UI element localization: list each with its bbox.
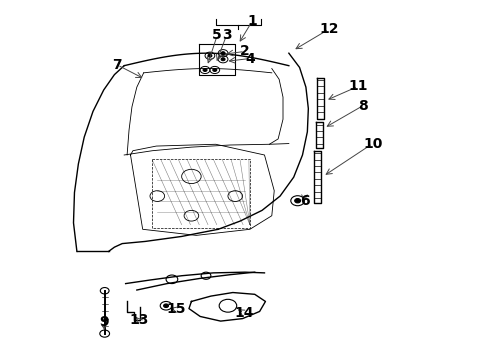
- Text: 2: 2: [240, 44, 250, 58]
- Text: 7: 7: [113, 58, 122, 72]
- Text: 15: 15: [166, 302, 186, 316]
- Text: 8: 8: [358, 99, 368, 113]
- Circle shape: [213, 68, 217, 71]
- Circle shape: [164, 304, 169, 307]
- Text: 9: 9: [99, 315, 108, 329]
- Text: 11: 11: [348, 80, 368, 93]
- Text: 3: 3: [221, 28, 231, 42]
- Text: 14: 14: [234, 306, 254, 320]
- Text: 6: 6: [299, 194, 309, 208]
- Text: 13: 13: [129, 313, 148, 327]
- Circle shape: [203, 68, 207, 71]
- Text: 5: 5: [212, 28, 222, 42]
- Circle shape: [294, 199, 300, 203]
- Text: 1: 1: [247, 14, 257, 28]
- Circle shape: [208, 54, 212, 57]
- Circle shape: [221, 52, 225, 55]
- Text: 12: 12: [319, 22, 339, 36]
- Text: 10: 10: [363, 136, 382, 150]
- Circle shape: [221, 58, 225, 61]
- Text: 4: 4: [245, 51, 255, 66]
